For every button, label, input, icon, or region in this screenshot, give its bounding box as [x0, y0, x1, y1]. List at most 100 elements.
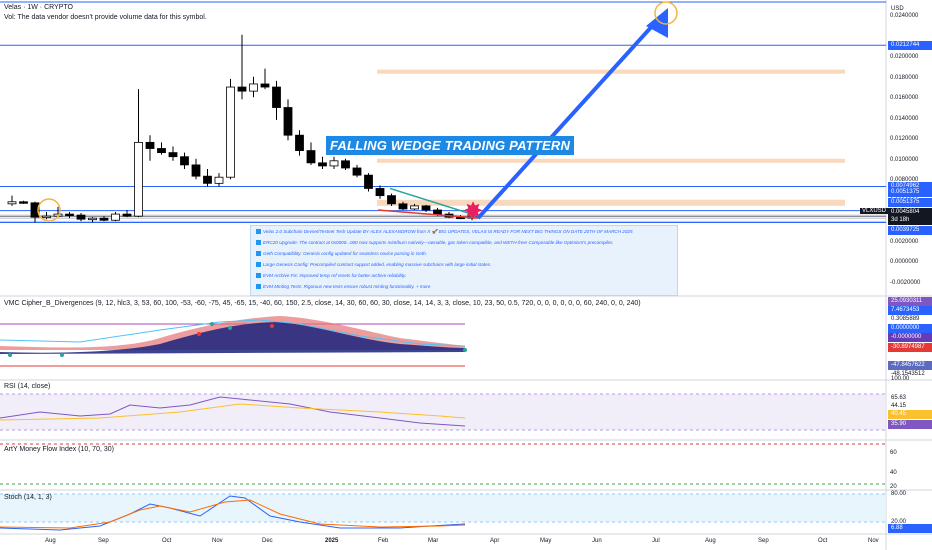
vmc-wave-line: [0, 319, 466, 347]
news-line: EVM Minting Tests: Rigorous new tests en…: [256, 284, 430, 290]
news-line: EVM Archive Fix: Improved temp ref reset…: [256, 273, 406, 279]
price-label: 0.0051375: [888, 198, 932, 207]
projection-arrow: [476, 16, 662, 220]
price-tick-label: 0.0200000: [890, 54, 919, 61]
price-label: 0.0051375: [888, 188, 932, 197]
vmc-value-label: 7.4673453: [888, 306, 932, 315]
rsi-ma-line: [0, 403, 466, 421]
price-tick-label: 0.0080000: [890, 177, 919, 184]
price-label: 0.0039725: [888, 226, 932, 235]
candle-body: [134, 141, 143, 217]
currency-label[interactable]: USD: [891, 6, 904, 12]
candle-body: [387, 195, 396, 205]
x-axis-label: Jun: [592, 538, 602, 544]
vmc-value-label: -0.0000000: [888, 333, 932, 342]
candle-body: [19, 201, 28, 204]
price-tick-label: 0.0160000: [890, 95, 919, 102]
vmc-signal-dot: [270, 324, 274, 328]
candle-body: [111, 213, 120, 221]
info-icon: [256, 240, 261, 246]
x-axis-label: Sep: [98, 538, 109, 544]
vmc-signal-dot: [60, 353, 64, 357]
vmc-signal-dot: [8, 353, 12, 357]
rsi-band: [0, 394, 886, 430]
candle-body: [203, 175, 212, 184]
wedge-lower-line: [377, 209, 479, 219]
stoch-band: [0, 494, 886, 522]
x-axis-label: Feb: [378, 538, 389, 544]
star-marker-icon: ✸: [463, 198, 484, 225]
price-label: 0.0045804: [888, 208, 932, 217]
vmc-value-label: 25.0930311: [888, 297, 932, 306]
candle-body: [295, 134, 304, 151]
candle-body: [283, 107, 293, 136]
candle-body: [306, 150, 316, 164]
price-tick-label: 0.0120000: [890, 136, 919, 143]
mfi-value-label: 60: [890, 450, 897, 456]
falling-wedge-callout: FALLING WEDGE TRADING PATTERN: [326, 136, 575, 155]
candle-body: [168, 152, 178, 158]
volume-note: Vol: The data vendor doesn't provide vol…: [4, 14, 207, 21]
info-icon: [256, 251, 261, 257]
price-tick-label: 0.0140000: [890, 115, 919, 122]
info-icon: [256, 273, 261, 279]
wedge-upper-line: [389, 187, 479, 217]
x-axis-label: Nov: [212, 538, 223, 544]
price-tick-label: -0.0020000: [890, 279, 921, 286]
x-axis-label: Nov: [868, 538, 879, 544]
low-circle: [37, 198, 61, 222]
candle-body: [191, 164, 201, 177]
mfi-indicator-title[interactable]: ArtY Money Flow Index (10, 70, 30): [4, 446, 114, 453]
candle-body: [30, 202, 40, 218]
candle-body: [249, 83, 258, 92]
candle-body: [410, 205, 419, 210]
news-box: Velas 2.0 Subchain Devnet/Testnet Tech U…: [250, 225, 678, 296]
info-icon: [256, 262, 261, 268]
vmc-signal-dot: [210, 322, 214, 326]
mfi-value-label: 40: [890, 470, 897, 476]
price-tick-label: 0.0000000: [890, 259, 919, 266]
candle-body: [99, 217, 109, 221]
resistance-zone: [377, 199, 845, 206]
stoch-indicator-title[interactable]: Stoch (14, 1, 3): [4, 494, 52, 501]
news-line: Geth Compatibility: Genesis config updat…: [256, 251, 427, 257]
x-axis-label: Dec: [262, 538, 273, 544]
vmc-wave-area: [0, 322, 465, 354]
candle-body: [398, 203, 408, 210]
x-axis-label: Jul: [652, 538, 660, 544]
news-line: Large Genesis Config: Precompiled contra…: [256, 262, 491, 268]
news-line: Velas 2.0 Subchain Devnet/Testnet Tech U…: [256, 229, 633, 235]
symbol-tag: VLXUSD: [860, 208, 889, 214]
x-axis-label: Oct: [818, 538, 828, 544]
x-axis-label: Mar: [428, 538, 439, 544]
price-tick-label: 0.0240000: [890, 13, 919, 20]
vmc-signal-dot: [228, 326, 232, 330]
news-line: ERC20 Upgrade: The contract at 0x0000...…: [256, 240, 614, 246]
x-axis-label: Aug: [45, 538, 56, 544]
rsi-line: [0, 396, 466, 427]
candle-body: [433, 209, 442, 215]
candle-body: [260, 83, 270, 88]
vmc-value-label: 0.0000000: [888, 324, 932, 333]
rsi-indicator-title[interactable]: RSI (14, close): [4, 383, 51, 390]
rsi-value-label: 100.00: [891, 376, 910, 382]
candle-body: [145, 141, 155, 149]
vmc-signal-dot: [463, 348, 467, 352]
candle-body: [180, 156, 189, 166]
candle-body: [375, 188, 385, 197]
price-tick-label: 0.0180000: [890, 74, 919, 81]
stoch-value-label: 20.00: [891, 519, 907, 525]
candle-body: [42, 215, 51, 219]
vmc-signal-dot: [197, 332, 201, 336]
x-axis-label: Oct: [162, 538, 172, 544]
x-axis-label: Aug: [705, 538, 716, 544]
stoch-value-label: 80.00: [891, 491, 907, 497]
x-axis-label: May: [540, 538, 552, 544]
candle-body: [76, 214, 86, 220]
price-label: 0.0074962: [888, 182, 932, 192]
resistance-zone: [377, 158, 845, 163]
mfi-value-label: 20: [890, 484, 897, 490]
vmc-indicator-title[interactable]: VMC Cipher_B_Divergences (9, 12, hlc3, 3…: [4, 300, 641, 307]
candle-body: [65, 213, 74, 216]
vmc-value-label: -47.8457622: [888, 361, 932, 370]
